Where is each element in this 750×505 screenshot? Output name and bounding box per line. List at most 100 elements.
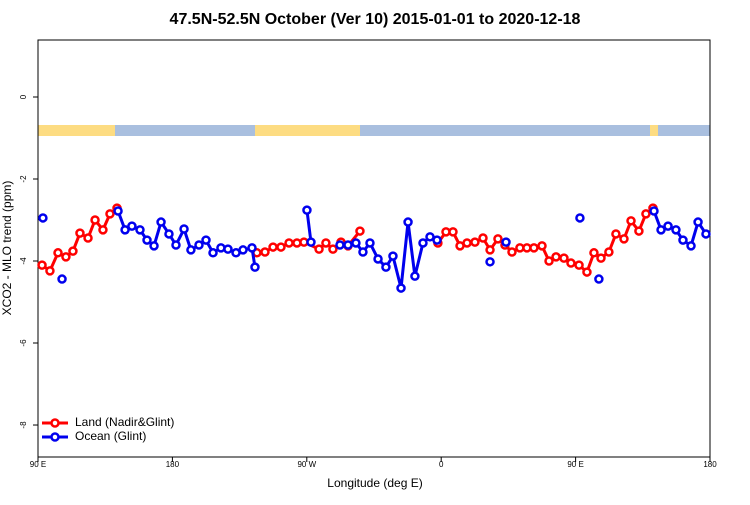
- point: [328, 244, 338, 254]
- point: [201, 235, 211, 245]
- point: [619, 234, 629, 244]
- point: [589, 248, 599, 258]
- point: [663, 221, 673, 231]
- legend-marker: [50, 418, 60, 428]
- chart-title: 47.5N-52.5N October (Ver 10) 2015-01-01 …: [170, 11, 581, 28]
- point: [485, 245, 495, 255]
- point: [105, 209, 115, 219]
- legend-marker: [50, 432, 60, 442]
- point: [120, 225, 130, 235]
- point: [90, 215, 100, 225]
- point: [626, 216, 636, 226]
- point: [250, 262, 260, 272]
- point: [98, 225, 108, 235]
- point: [142, 235, 152, 245]
- point: [485, 257, 495, 267]
- point: [57, 274, 67, 284]
- point: [470, 237, 480, 247]
- point: [594, 274, 604, 284]
- point: [343, 240, 353, 250]
- point: [396, 283, 406, 293]
- point: [418, 238, 428, 248]
- point: [529, 243, 539, 253]
- point: [314, 244, 324, 254]
- point: [83, 233, 93, 243]
- point: [75, 228, 85, 238]
- point: [268, 242, 278, 252]
- point: [247, 243, 257, 253]
- point: [448, 227, 458, 237]
- y-tick-label: -6: [19, 339, 28, 347]
- x-tick-label: 90 E: [567, 460, 583, 469]
- point: [171, 240, 181, 250]
- x-tick-label: 90 W: [297, 460, 316, 469]
- point: [596, 253, 606, 263]
- y-tick-label: 0: [19, 94, 28, 99]
- point: [551, 252, 561, 262]
- point: [37, 260, 47, 270]
- land-ocean-strip: [38, 125, 710, 136]
- point: [149, 241, 159, 251]
- point: [45, 266, 55, 276]
- point: [501, 237, 511, 247]
- point: [611, 229, 621, 239]
- point: [335, 240, 345, 250]
- point: [462, 238, 472, 248]
- point: [223, 244, 233, 254]
- point: [641, 209, 651, 219]
- point: [186, 245, 196, 255]
- point: [604, 247, 614, 257]
- legend-label: Land (Nadir&Glint): [75, 415, 174, 429]
- point: [388, 251, 398, 261]
- point: [302, 205, 312, 215]
- point: [693, 217, 703, 227]
- x-tick-label: 0: [439, 460, 444, 469]
- point: [53, 248, 63, 258]
- point: [355, 226, 365, 236]
- point: [678, 235, 688, 245]
- point: [208, 248, 218, 258]
- point: [135, 225, 145, 235]
- point: [164, 229, 174, 239]
- x-tick-label: 90 E: [30, 460, 46, 469]
- point: [358, 247, 368, 257]
- point: [649, 206, 659, 216]
- plot-frame: [37, 39, 711, 458]
- point: [321, 238, 331, 248]
- point: [701, 229, 711, 239]
- point: [478, 233, 488, 243]
- point: [156, 217, 166, 227]
- point: [634, 226, 644, 236]
- point: [276, 242, 286, 252]
- series-line: [41, 206, 654, 275]
- series-line: [116, 209, 708, 289]
- point: [351, 238, 361, 248]
- point: [38, 213, 48, 223]
- point: [575, 213, 585, 223]
- point: [574, 260, 584, 270]
- point: [559, 253, 569, 263]
- point: [238, 245, 248, 255]
- point: [179, 224, 189, 234]
- point: [68, 246, 78, 256]
- point: [403, 217, 413, 227]
- y-tick-label: -8: [19, 421, 28, 429]
- point: [410, 271, 420, 281]
- point: [113, 206, 123, 216]
- point: [582, 267, 592, 277]
- point: [537, 241, 547, 251]
- x-tick-label: 180: [166, 460, 180, 469]
- point: [284, 238, 294, 248]
- x-tick-label: 180: [703, 460, 717, 469]
- point: [432, 235, 442, 245]
- point: [194, 240, 204, 250]
- point: [373, 254, 383, 264]
- point: [544, 256, 554, 266]
- y-axis-label: XCO2 - MLO trend (ppm): [0, 181, 14, 316]
- point: [566, 258, 576, 268]
- y-tick-label: -2: [19, 175, 28, 183]
- point: [656, 225, 666, 235]
- point: [671, 225, 681, 235]
- point: [493, 234, 503, 244]
